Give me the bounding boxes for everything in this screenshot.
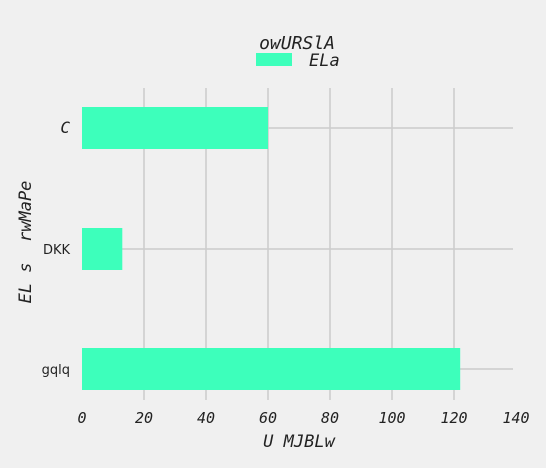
legend-label: ELa: [309, 51, 340, 71]
x-tick-label: 0: [77, 409, 86, 427]
x-tick-label: 140: [502, 409, 529, 427]
x-tick-label: 20: [135, 409, 153, 427]
bar-C: [82, 107, 268, 149]
y-tick-label: C: [60, 118, 70, 137]
chart-title: owURSlA: [259, 33, 335, 54]
x-tick-label: 120: [440, 409, 467, 427]
legend: ELa: [256, 51, 340, 71]
legend-swatch: [256, 53, 292, 66]
x-tick-label: 60: [259, 409, 277, 427]
y-tick-label: gqlq: [42, 363, 70, 378]
y-tick-label: DKK: [43, 243, 71, 258]
x-tick-label: 100: [378, 409, 405, 427]
bar-gqlq: [82, 348, 461, 390]
x-tick-label: 80: [321, 409, 339, 427]
tick-layer: 0 20 40 60 80 100 120 140 C DKK gqlq: [42, 118, 530, 427]
bar-DKK: [82, 228, 123, 270]
y-axis-label: EL s rwMaPe: [16, 181, 36, 304]
bar-layer: [82, 107, 461, 390]
x-tick-label: 40: [197, 409, 215, 427]
x-axis-label: U MJBLw: [263, 432, 335, 452]
